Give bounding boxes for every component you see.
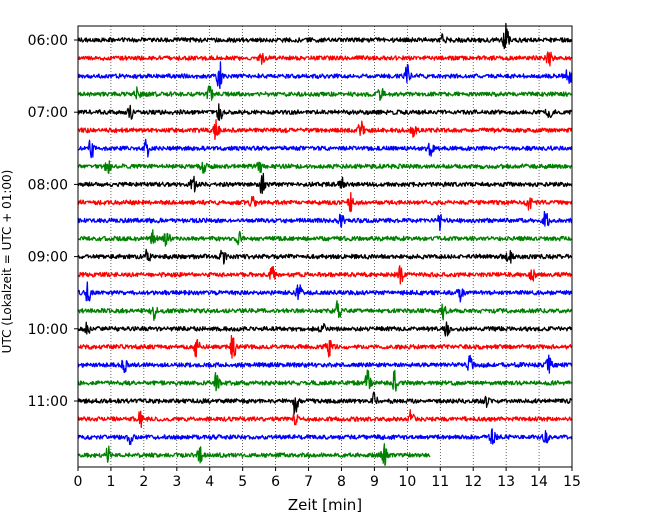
trace-rows [77,22,573,466]
trace-row-1030 [77,354,573,374]
trace-row-0830 [77,210,573,232]
x-tick-label-3: 3 [172,474,181,490]
trace-row-0645 [77,85,573,101]
trace-row-0845 [77,229,573,247]
x-tick-label-2: 2 [139,474,148,490]
x-tick-label-0: 0 [74,474,83,490]
trace-row-1100 [77,391,573,415]
trace-row-0715 [77,119,573,141]
trace-row-0700 [77,103,573,121]
x-tick-label-9: 9 [370,474,379,490]
trace-row-0945 [77,300,573,321]
y-tick-label-0800: 08:00 [28,177,68,193]
trace-row-0800 [77,172,573,195]
x-tick-label-1: 1 [106,474,115,490]
trace-row-1015 [77,334,573,359]
x-tick-label-15: 15 [563,474,581,490]
y-tick-label-0900: 09:00 [28,250,68,266]
trace-row-0915 [77,265,573,285]
x-tick-label-7: 7 [304,474,313,490]
trace-row-0730 [77,138,573,159]
x-tick-label-14: 14 [530,474,548,490]
y-axis-label: UTC (Lokalzeit = UTC + 01:00) [0,170,14,354]
trace-row-0600 [77,22,573,50]
trace-row-1145 [77,443,431,466]
y-tick-label-0700: 07:00 [28,105,68,121]
trace-row-1045 [77,369,573,392]
trace-row-0900 [77,248,573,265]
trace-row-0930 [77,281,573,303]
trace-row-0615 [77,51,573,67]
y-tick-label-1100: 11:00 [28,394,68,410]
x-tick-label-6: 6 [271,474,280,490]
x-tick-label-8: 8 [337,474,346,490]
trace-row-1000 [77,321,573,337]
x-axis-label: Zeit [min] [288,496,362,514]
trace-row-0630 [77,61,573,90]
x-tick-label-5: 5 [238,474,247,490]
x-axis-ticks: 0 1 2 3 4 5 6 7 8 9 10 11 12 13 14 15 [74,467,581,490]
plot-frame [77,25,573,468]
y-tick-label-1000: 10:00 [28,322,68,338]
trace-row-0815 [77,192,573,213]
y-tick-label-0600: 06:00 [28,33,68,49]
trace-row-1130 [77,428,573,446]
x-tick-label-4: 4 [205,474,214,490]
x-tick-label-10: 10 [398,474,416,490]
x-tick-label-12: 12 [464,474,482,490]
trace-row-1115 [77,408,573,429]
y-axis-ticks: 06:00 07:00 08:00 09:00 10:00 11:00 [28,33,78,410]
x-tick-label-13: 13 [497,474,515,490]
trace-row-0745 [77,160,573,174]
x-tick-label-11: 11 [431,474,449,490]
